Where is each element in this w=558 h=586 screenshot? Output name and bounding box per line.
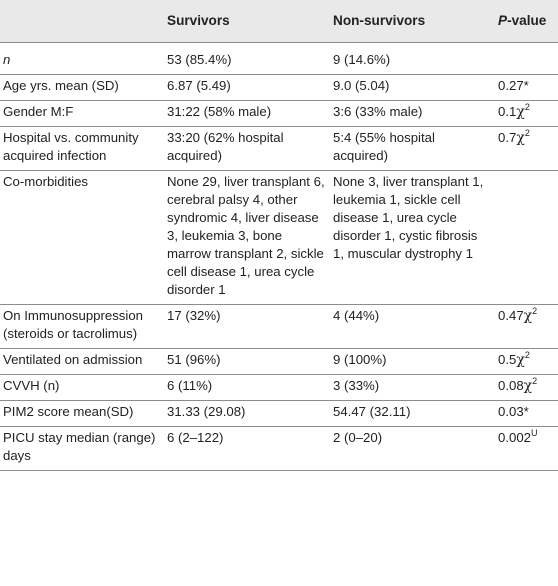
results-table: Survivors Non-survivors P-value n 53 (85.…	[0, 0, 558, 471]
test-superscript: 2	[532, 375, 538, 386]
row-label: Gender M:F	[3, 104, 74, 119]
survivors-cell: 31.33 (29.08)	[167, 404, 246, 419]
survivors-cell: 6 (11%)	[167, 378, 213, 393]
p-value-cell: 0.5χ2	[494, 349, 558, 375]
table-row: On Immunosuppression (steroids or tacrol…	[0, 304, 558, 349]
test-superscript: U	[531, 427, 538, 438]
non-survivors-cell: None 3, liver transplant 1, leukemia 1, …	[333, 174, 484, 261]
p-value-number: 0.27*	[498, 78, 529, 93]
row-label: PICU stay median (range) days	[3, 430, 156, 463]
row-label: Co-morbidities	[3, 174, 89, 189]
table-row: Gender M:F 31:22 (58% male) 3:6 (33% male)…	[0, 100, 558, 127]
header-p-suffix: -value	[507, 13, 547, 28]
table-body: n 53 (85.4%) 9 (14.6%) Age yrs. mean (SD) 6.…	[0, 42, 558, 471]
test-superscript: 2	[524, 127, 530, 138]
non-survivors-cell: 9 (14.6%)	[333, 52, 391, 67]
p-value-cell: 0.002U	[494, 427, 558, 471]
row-label: On Immunosuppression (steroids or tacrol…	[3, 308, 144, 341]
survivors-cell: 17 (32%)	[167, 308, 221, 323]
non-survivors-cell: 9.0 (5.04)	[333, 78, 390, 93]
header-blank	[0, 0, 163, 43]
chi-squared-mark: χ	[516, 130, 525, 146]
p-value-cell: 0.03*	[494, 401, 558, 427]
table-row: Age yrs. mean (SD) 6.87 (5.49) 9.0 (5.04) 0…	[0, 74, 558, 101]
p-value-cell: 0.1χ2	[494, 101, 558, 127]
table-row: PICU stay median (range) days 6 (2–122) 2 …	[0, 426, 558, 471]
p-value-number: 0.08	[498, 378, 524, 393]
row-label: Age yrs. mean (SD)	[3, 78, 119, 93]
table-row: Ventilated on admission 51 (96%) 9 (100%) 0…	[0, 348, 558, 375]
p-value-cell	[494, 43, 558, 75]
table-header: Survivors Non-survivors P-value	[0, 0, 558, 43]
survivors-cell: 6.87 (5.49)	[167, 78, 231, 93]
header-p-letter: P	[498, 13, 508, 28]
p-value-number: 0.03*	[498, 404, 529, 419]
survivors-cell: 33:20 (62% hospital acquired)	[167, 130, 284, 163]
survivors-cell: 51 (96%)	[167, 352, 221, 367]
survivors-cell: 53 (85.4%)	[167, 52, 232, 67]
chi-squared-mark: χ	[523, 308, 533, 324]
table-row: PIM2 score mean(SD) 31.33 (29.08) 54.47 (3…	[0, 400, 558, 427]
p-value-number: 0.47	[498, 308, 524, 323]
table-row: Co-morbidities None 29, liver transplant …	[0, 170, 558, 305]
test-superscript: 2	[524, 349, 530, 360]
row-label: PIM2 score mean(SD)	[3, 404, 134, 419]
non-survivors-cell: 3:6 (33% male)	[333, 104, 423, 119]
table-row: Hospital vs. community acquired infectio…	[0, 126, 558, 171]
chi-squared-mark: χ	[523, 378, 533, 394]
p-value-number: 0.1	[498, 104, 517, 119]
header-non-survivors: Non-survivors	[333, 13, 426, 28]
table-row: CVVH (n) 6 (11%) 3 (33%) 0.08χ2	[0, 374, 558, 401]
non-survivors-cell: 4 (44%)	[333, 308, 380, 323]
table-row: n 53 (85.4%) 9 (14.6%)	[0, 42, 558, 75]
header-survivors: Survivors	[167, 13, 230, 28]
chi-squared-mark: χ	[516, 104, 525, 120]
non-survivors-cell: 54.47 (32.11)	[333, 404, 411, 419]
p-value-cell: 0.7χ2	[494, 127, 558, 171]
non-survivors-cell: 9 (100%)	[333, 352, 387, 367]
test-superscript: 2	[524, 101, 530, 112]
non-survivors-cell: 3 (33%)	[333, 378, 380, 393]
survivors-cell: 31:22 (58% male)	[167, 104, 272, 119]
non-survivors-cell: 2 (0–20)	[333, 430, 383, 445]
header-row: Survivors Non-survivors P-value	[0, 0, 558, 43]
p-value-cell: 0.47χ2	[494, 305, 558, 349]
header-p-value: P-value	[494, 0, 558, 43]
p-value-number: 0.7	[498, 130, 517, 145]
survivors-cell: None 29, liver transplant 6, cerebral pa…	[167, 174, 325, 297]
p-value-cell: 0.08χ2	[494, 375, 558, 401]
row-label: Hospital vs. community acquired infectio…	[3, 130, 139, 163]
p-value-cell	[494, 171, 558, 305]
survivors-cell: 6 (2–122)	[167, 430, 224, 445]
p-value-number: 0.002	[498, 430, 532, 445]
row-label: n	[3, 52, 11, 67]
p-value-number: 0.5	[498, 352, 517, 367]
test-superscript: 2	[532, 305, 538, 316]
chi-squared-mark: χ	[516, 352, 525, 368]
p-value-cell: 0.27*	[494, 75, 558, 101]
row-label: CVVH (n)	[3, 378, 60, 393]
row-label: Ventilated on admission	[3, 352, 143, 367]
non-survivors-cell: 5:4 (55% hospital acquired)	[333, 130, 435, 163]
